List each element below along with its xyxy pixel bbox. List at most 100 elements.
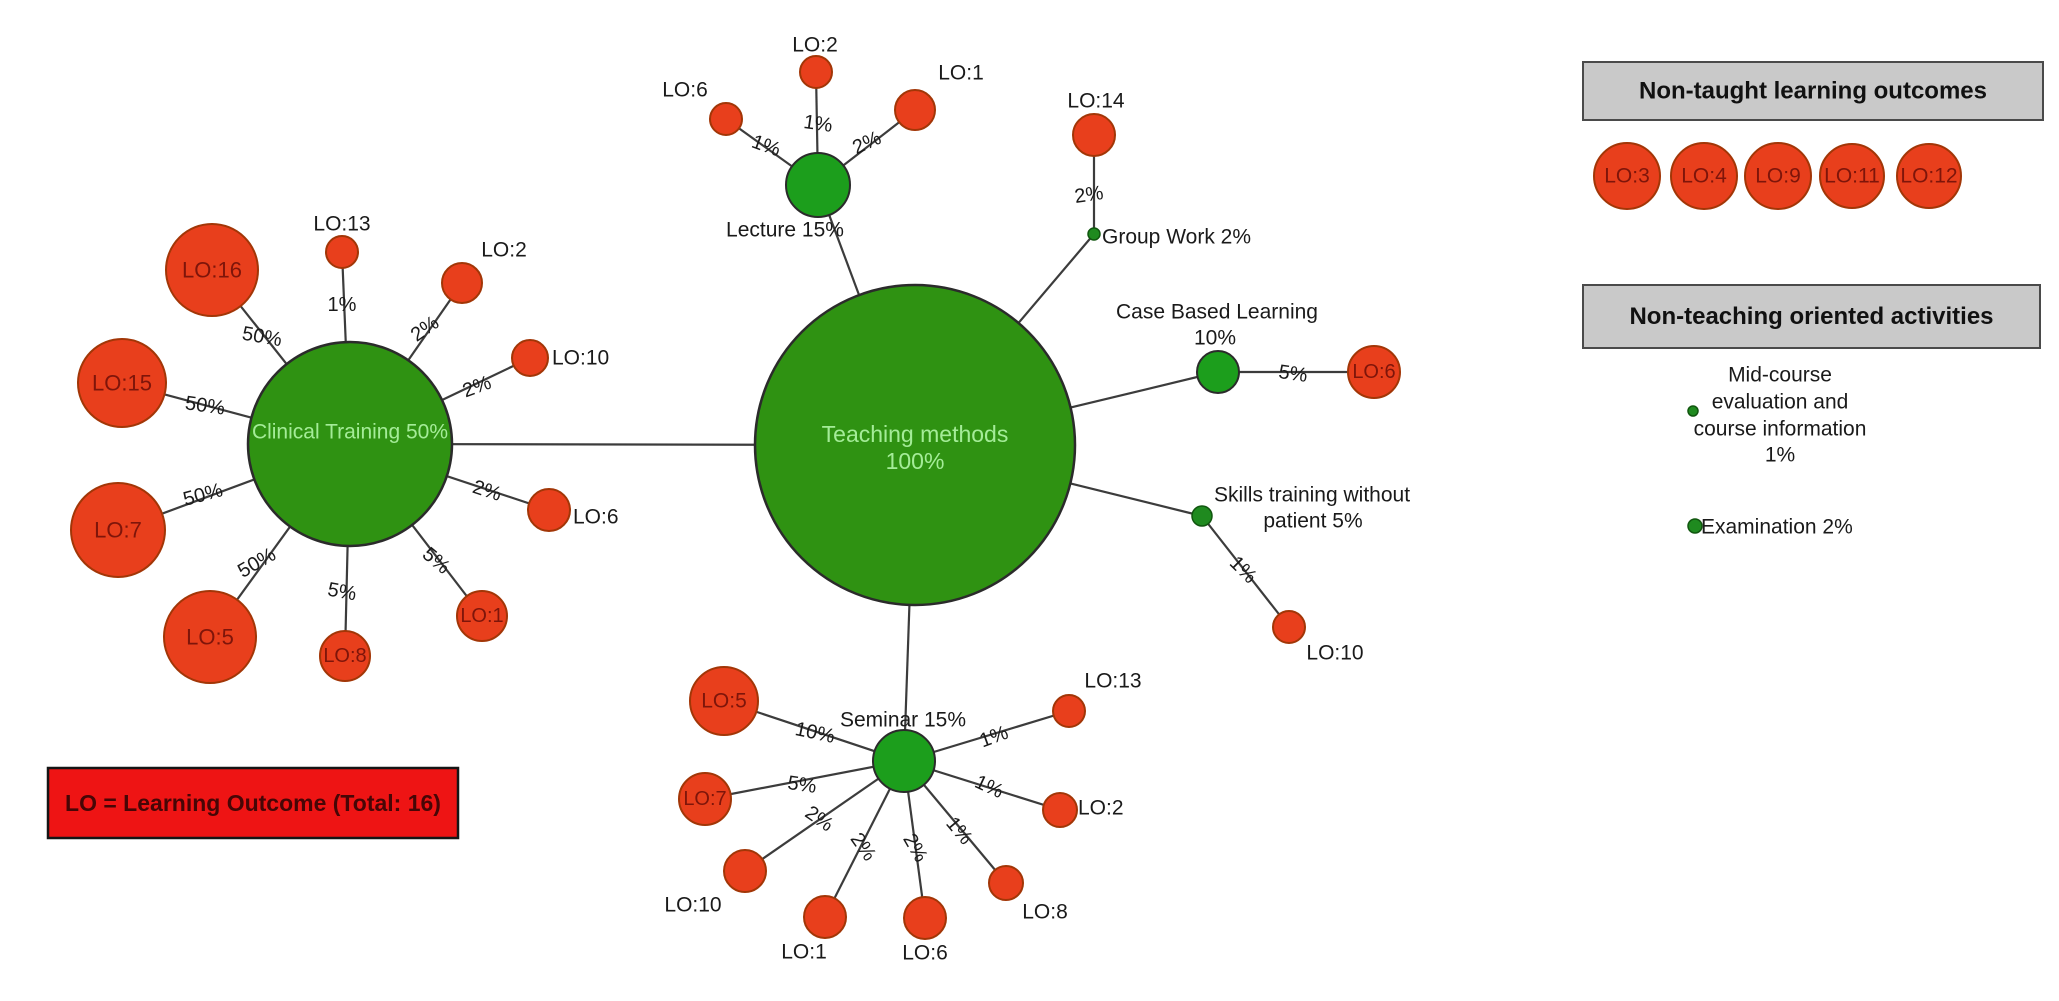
panel-title-non-taught-header: Non-taught learning outcomes (1639, 78, 1987, 105)
edge-label-seminar--seminar-lo13: 1% (977, 722, 1012, 753)
node-label-mid-course: Mid-course (1728, 364, 1832, 387)
node-clinical-lo8 (319, 630, 371, 682)
node-examination (1687, 518, 1703, 534)
edge-label-seminar--seminar-lo2: 1% (971, 771, 1007, 803)
node-clinical-lo10 (511, 339, 549, 377)
node-label-teaching: 100% (886, 448, 945, 474)
edge-label-seminar--seminar-lo6: 2% (898, 830, 932, 866)
node-seminar-lo10 (723, 849, 767, 893)
edge-seminar--seminar-lo10 (744, 760, 905, 872)
node-label-lecture-lo6: LO:6 (662, 79, 708, 102)
edge-label-clinical--clinical-lo8: 5% (326, 579, 359, 606)
node-label-nontaught-lo12: LO:12 (1900, 165, 1957, 188)
node-lecture-lo6 (709, 102, 743, 136)
edge-label-clinical--clinical-lo16: 50% (240, 323, 283, 352)
node-label-clinical: Clinical Training 50% (252, 421, 448, 444)
edge-label-clinical--clinical-lo15: 50% (184, 392, 227, 419)
node-seminar-lo7 (678, 772, 732, 826)
node-label-clinical-lo1: LO:1 (460, 605, 503, 627)
node-clinical (246, 340, 454, 548)
edge-label-seminar--seminar-lo8: 1% (941, 813, 977, 849)
node-label-nontaught-lo4: LO:4 (1681, 165, 1727, 188)
edge-seminar--seminar-lo7 (704, 759, 905, 801)
node-seminar-lo6 (903, 896, 947, 940)
panel-title-non-teaching-header: Non-teaching oriented activities (1629, 303, 1993, 330)
node-label-lecture-lo2: LO:2 (792, 34, 838, 57)
node-nontaught-lo9 (1744, 142, 1812, 210)
node-group-work (1087, 227, 1101, 241)
node-clinical-lo16 (165, 223, 259, 317)
node-label-skills-training: patient 5% (1263, 510, 1362, 533)
edge-label-lecture--lecture-lo2: 1% (802, 111, 834, 137)
edge-label-case-based-learning--cbl-lo6: 5% (1277, 361, 1309, 387)
edge-label-seminar--seminar-lo5: 10% (793, 718, 837, 748)
node-label-clinical-lo13: LO:13 (313, 213, 370, 236)
panel-box-non-teaching-header (1582, 284, 2041, 349)
node-label-nontaught-lo9: LO:9 (1755, 165, 1801, 188)
node-label-clinical-lo16: LO:16 (182, 258, 242, 283)
node-label-seminar-lo1: LO:1 (781, 941, 827, 964)
node-clinical-lo6 (527, 488, 571, 532)
node-seminar-lo13 (1052, 694, 1086, 728)
edge-label-clinical--clinical-lo13: 1% (328, 294, 357, 316)
node-label-seminar-lo5: LO:5 (701, 690, 747, 713)
edge-label-group-work--groupwork-lo14: 2% (1073, 182, 1105, 208)
node-mid-course (1687, 405, 1699, 417)
node-clinical-lo5 (163, 590, 257, 684)
node-nontaught-lo4 (1670, 142, 1738, 210)
node-label-lecture-lo1: LO:1 (938, 62, 984, 85)
node-cbl-lo6 (1347, 345, 1401, 399)
node-clinical-lo1 (456, 590, 508, 642)
edge-label-clinical--clinical-lo6: 2% (470, 476, 504, 506)
node-label-clinical-lo8: LO:8 (323, 645, 366, 667)
node-label-clinical-lo10: LO:10 (552, 347, 609, 370)
node-lecture-lo1 (894, 89, 936, 131)
node-clinical-lo15 (77, 338, 167, 428)
node-lecture (785, 152, 851, 218)
edge-label-skills-training--skills-lo10: 1% (1225, 552, 1261, 588)
node-label-seminar-lo2: LO:2 (1078, 797, 1124, 820)
legend-text: LO = Learning Outcome (Total: 16) (65, 790, 441, 816)
node-label-seminar: Seminar 15% (840, 709, 966, 732)
node-lecture-lo2 (799, 55, 833, 89)
node-label-clinical-lo7: LO:7 (94, 518, 142, 543)
node-skills-training (1191, 505, 1213, 527)
node-nontaught-lo11 (1819, 143, 1885, 209)
node-nontaught-lo12 (1896, 143, 1962, 209)
node-case-based-learning (1196, 350, 1240, 394)
edge-label-seminar--seminar-lo7: 5% (786, 772, 818, 798)
node-label-lecture: Lecture 15% (726, 219, 844, 242)
node-label-case-based-learning: 10% (1194, 327, 1236, 350)
node-label-seminar-lo10: LO:10 (664, 894, 721, 917)
node-label-examination: Examination 2% (1701, 516, 1853, 539)
edge-label-seminar--seminar-lo1: 2% (846, 829, 881, 865)
legend-box (46, 766, 460, 840)
node-label-clinical-lo5: LO:5 (186, 625, 234, 650)
node-seminar (872, 729, 936, 793)
node-label-clinical-lo2: LO:2 (481, 239, 527, 262)
edge-skills-training--skills-lo10 (1201, 515, 1290, 628)
node-label-clinical-lo6: LO:6 (573, 506, 619, 529)
node-label-teaching: Teaching methods (822, 421, 1009, 447)
node-seminar-lo2 (1042, 792, 1078, 828)
node-seminar-lo5 (689, 666, 759, 736)
node-seminar-lo1 (803, 895, 847, 939)
node-label-seminar-lo6: LO:6 (902, 942, 948, 965)
node-label-cbl-lo6: LO:6 (1352, 361, 1395, 383)
node-teaching (753, 283, 1077, 607)
node-label-groupwork-lo14: LO:14 (1067, 90, 1125, 113)
node-label-case-based-learning: Case Based Learning (1116, 301, 1318, 324)
node-groupwork-lo14 (1072, 113, 1116, 157)
node-label-seminar-lo7: LO:7 (683, 788, 726, 810)
node-clinical-lo13 (325, 235, 359, 269)
node-label-mid-course: course information (1694, 418, 1867, 441)
node-label-nontaught-lo3: LO:3 (1604, 165, 1650, 188)
edge-label-seminar--seminar-lo10: 2% (801, 802, 837, 837)
node-label-mid-course: evaluation and (1712, 391, 1849, 414)
node-label-skills-lo10: LO:10 (1306, 642, 1363, 665)
edge-label-lecture--lecture-lo1: 2% (849, 127, 885, 159)
node-label-mid-course: 1% (1765, 444, 1795, 467)
node-clinical-lo2 (441, 262, 483, 304)
